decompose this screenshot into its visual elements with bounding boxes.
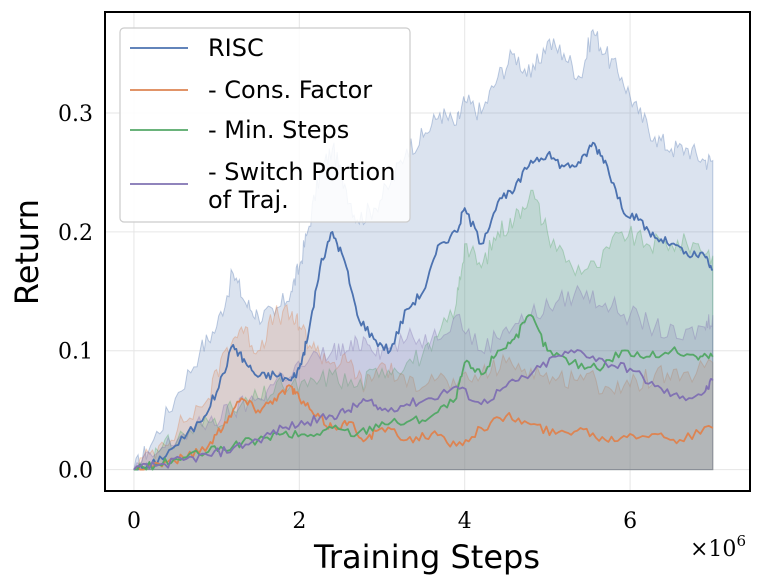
x-multiplier: ×106: [690, 532, 746, 562]
legend-label: RISC: [208, 34, 264, 62]
band-risc: [133, 28, 714, 471]
x-tick-label: 2: [292, 509, 306, 534]
x-tick-label: 4: [458, 509, 472, 534]
plot-frame: [104, 11, 751, 492]
x-multiplier-exponent: 6: [736, 532, 746, 550]
y-tick-label: 0.0: [58, 459, 93, 484]
y-tick-label: 0.3: [58, 102, 93, 127]
band-switch-portion-of-traj: [133, 284, 714, 471]
legend-label: - Cons. Factor: [208, 76, 372, 104]
line-min-steps: [133, 314, 714, 471]
legend-label: - Min. Steps: [208, 116, 349, 144]
y-tick-label: 0.1: [58, 340, 93, 365]
tick-labels: 0 2 4 6 0.0 0.1 0.2 0.3: [58, 102, 637, 534]
x-tick-label: 6: [623, 509, 637, 534]
confidence-bands: [133, 28, 714, 471]
y-tick-label: 0.2: [58, 221, 93, 246]
x-multiplier-base: ×10: [690, 537, 736, 562]
legend-label: of Traj.: [208, 186, 289, 214]
y-axis-title: Return: [8, 199, 46, 305]
x-tick-label: 0: [127, 509, 141, 534]
legend-box: [119, 27, 411, 223]
line-risc: [133, 141, 713, 471]
series-lines: [133, 141, 714, 471]
band-min-steps: [133, 189, 714, 471]
line-switch-portion-of-traj: [133, 349, 714, 471]
x-axis-title: Training Steps: [313, 538, 540, 576]
legend-label: - Switch Portion: [208, 158, 395, 186]
legend: RISC - Cons. Factor - Min. Steps - Switch P…: [119, 27, 411, 223]
